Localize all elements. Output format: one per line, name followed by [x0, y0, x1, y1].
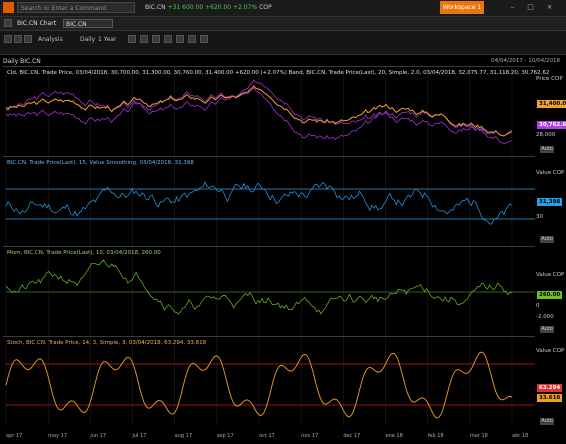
momentum-axis-title: Value COP [536, 272, 565, 278]
crosshair-icon[interactable] [24, 35, 32, 43]
minimize-icon[interactable]: – [510, 3, 515, 11]
momentum-panel-plot [5, 259, 535, 315]
time-axis-label: oct 17 [259, 433, 275, 439]
period-select[interactable]: 1 Year [98, 36, 117, 43]
time-axis-label: jul 17 [132, 433, 147, 439]
price-panel: Cld, BIC.CN, Trade Price, 03/04/2018, 30… [3, 66, 549, 155]
analysis-menu[interactable]: Analysis [38, 36, 63, 43]
ticker-change: +620.00 [205, 4, 232, 11]
time-axis-label: aug 17 [174, 433, 193, 439]
time-axis-label: ene 18 [385, 433, 403, 439]
ticker-pct: +2.07% [233, 4, 258, 11]
interval-select[interactable]: Daily [80, 36, 96, 43]
stochastic-panel-label: Stoch, BIC.CN, Trade Price, 14, 3, Simpl… [7, 340, 207, 346]
time-axis-label: jun 17 [90, 433, 107, 439]
time-axis-label: apr 17 [6, 433, 23, 439]
zoom-icon[interactable] [140, 35, 148, 43]
time-axis-label: dec 17 [343, 433, 361, 439]
smoothing-panel: BIC.CN, Trade Price(Last), 15, Value Smo… [3, 156, 535, 245]
auto-scale-button[interactable]: Auto [540, 418, 554, 425]
time-axis: apr 17 may 17 jun 17 jul 17 aug 17 sep 17 oct … [3, 427, 535, 444]
ticker-price: +31 600.00 [167, 4, 204, 11]
forward-icon[interactable] [14, 35, 22, 43]
price-panel-plot [5, 79, 513, 145]
momentum-axis-tick: -2,000 [536, 314, 554, 320]
back-icon[interactable] [4, 35, 12, 43]
stochastic-panel-plot [5, 351, 535, 419]
settings-icon[interactable] [200, 35, 208, 43]
workspace-button[interactable]: Workspace 1 [440, 1, 484, 14]
momentum-last-tag: 260.00 [537, 291, 563, 299]
symbol-input[interactable]: BIC.CN [63, 19, 113, 28]
date-range: 04/04/2017 - 10/04/2018 [491, 58, 560, 64]
chart-window-title: BIC.CN Chart [17, 20, 57, 27]
ticker-currency: COP [259, 4, 272, 11]
maximize-icon[interactable]: □ [527, 3, 534, 11]
momentum-axis-tick: 0 [536, 303, 540, 309]
draw-icon[interactable] [152, 35, 160, 43]
refresh-icon[interactable] [176, 35, 184, 43]
smoothing-panel-plot [5, 181, 535, 225]
price-axis-tick: 28,000 [536, 132, 556, 138]
time-axis-label: sep 17 [216, 433, 234, 439]
stochastic-panel: Stoch, BIC.CN, Trade Price, 14, 3, Simpl… [3, 336, 535, 427]
chart-app-icon [4, 19, 12, 27]
ticker-strip: BIC.CN +31 600.00 +620.00 +2.07% COP [145, 4, 272, 11]
smoothing-panel-label: BIC.CN, Trade Price(Last), 15, Value Smo… [7, 160, 194, 166]
time-axis-label: may 17 [48, 433, 68, 439]
chart-toolbar: Analysis Daily 1 Year [0, 31, 566, 55]
chart-window-header: BIC.CN Chart BIC.CN [0, 17, 566, 31]
auto-scale-button[interactable]: Auto [540, 146, 554, 153]
export-icon[interactable] [188, 35, 196, 43]
stoch-k-tag: 63.294 [537, 384, 563, 392]
time-axis-label: abr 18 [512, 433, 529, 439]
chart-headline: Daily BIC.CN [3, 58, 41, 65]
command-search-input[interactable]: Search or Enter a Command [17, 2, 135, 13]
chart-type-icon[interactable] [128, 35, 136, 43]
smoothing-axis-tick: 30 [536, 214, 543, 220]
time-axis-label: nov 17 [301, 433, 319, 439]
stoch-d-tag: 33.618 [537, 394, 563, 402]
momentum-panel-label: Mom, BIC.CN, Trade Price(Last), 10, 03/0… [7, 250, 161, 256]
auto-scale-button[interactable]: Auto [540, 236, 554, 243]
price-axis-title: Price COP [536, 76, 563, 82]
app-logo-icon [3, 2, 14, 13]
time-axis-label: feb 18 [427, 433, 444, 439]
auto-scale-button[interactable]: Auto [540, 326, 554, 333]
smoothing-axis-title: Value COP [536, 170, 565, 176]
price-panel-label: Cld, BIC.CN, Trade Price, 03/04/2018, 30… [7, 70, 550, 76]
stoch-axis-title: Value COP [536, 348, 565, 354]
price-last-tag: 31,400.00 [537, 100, 566, 108]
top-bar: Search or Enter a Command BIC.CN +31 600… [0, 0, 566, 17]
smoothing-last-tag: 31,398 [537, 198, 563, 206]
close-icon[interactable]: × [546, 3, 553, 11]
ticker-symbol[interactable]: BIC.CN [145, 4, 166, 11]
momentum-panel: Mom, BIC.CN, Trade Price(Last), 10, 03/0… [3, 246, 535, 335]
ruler-icon[interactable] [164, 35, 172, 43]
band-tag: 30,762.62 [537, 121, 566, 129]
time-axis-label: mar 18 [469, 433, 488, 439]
